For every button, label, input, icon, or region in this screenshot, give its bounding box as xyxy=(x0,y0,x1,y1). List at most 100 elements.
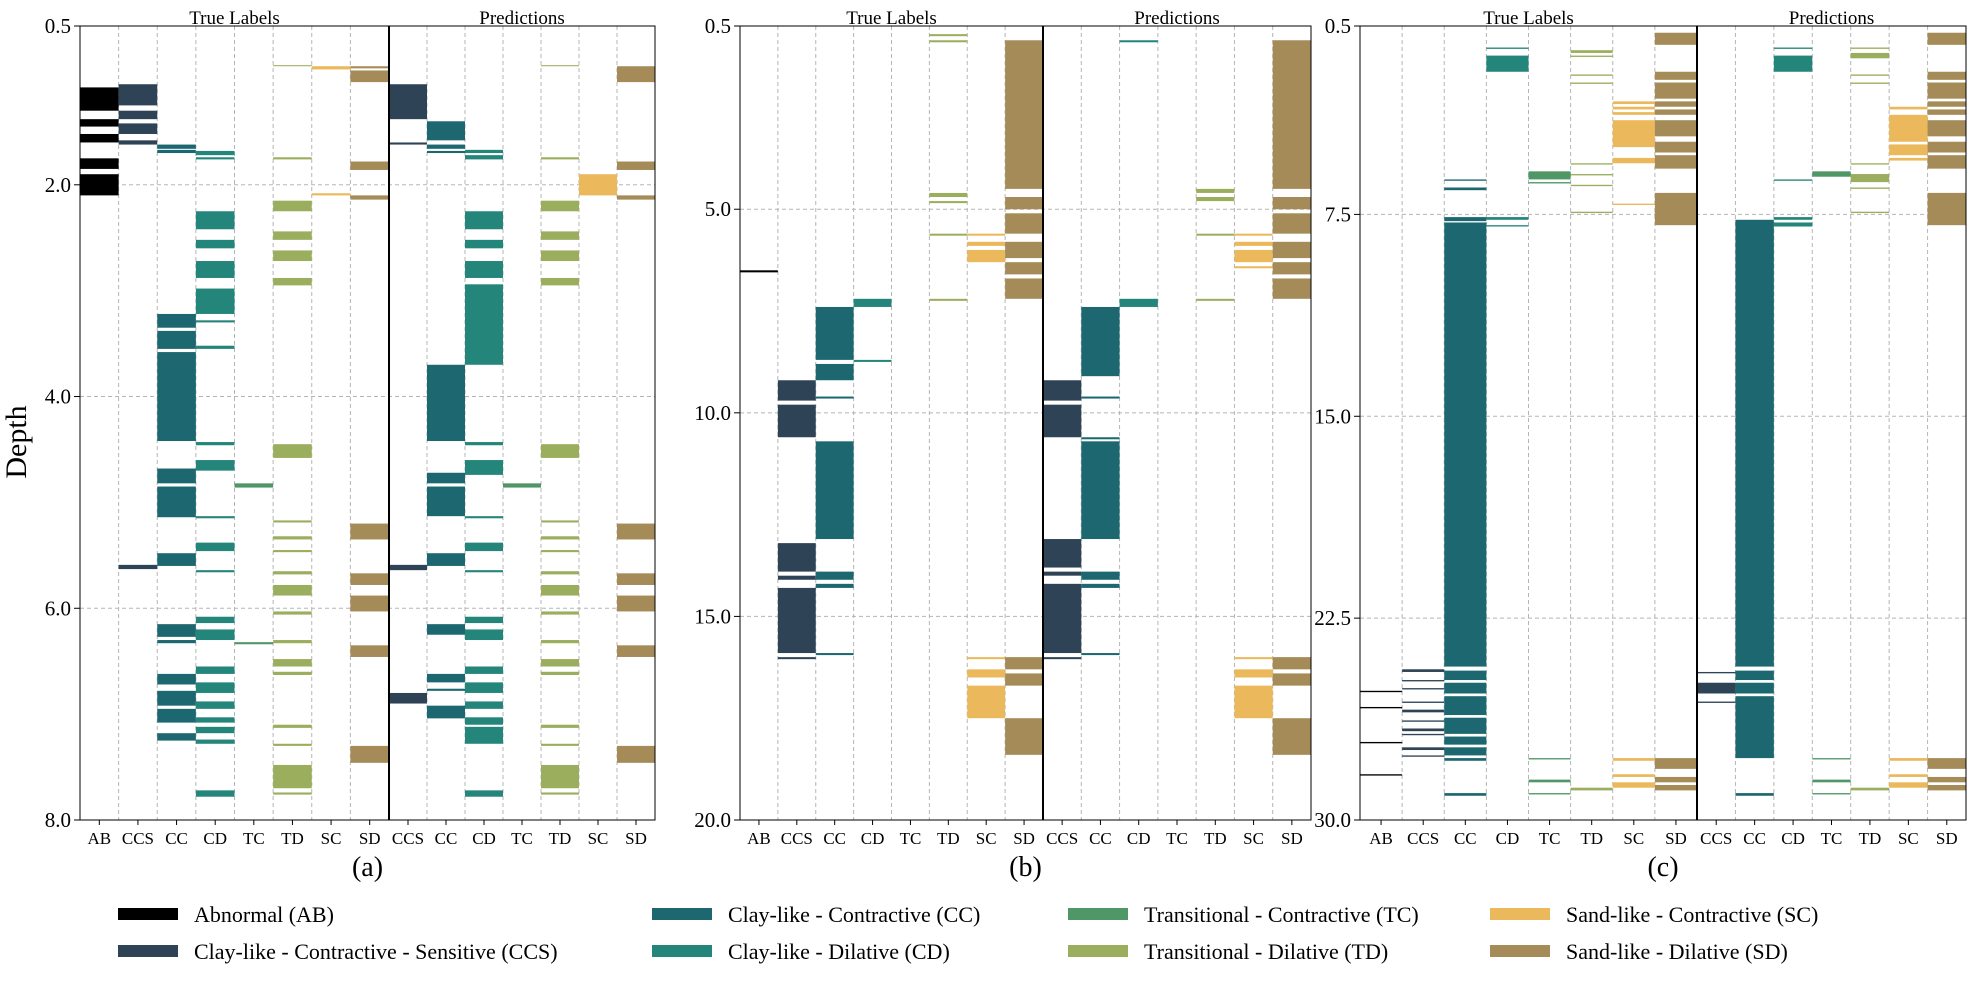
prediction-bar-cd xyxy=(1773,222,1813,227)
true-label-bar-sd xyxy=(1005,657,1043,670)
x-tick-label: CD xyxy=(1496,829,1520,848)
prediction-bar-td xyxy=(541,250,579,262)
true-label-bar-cd xyxy=(195,150,235,156)
prediction-bar-cd xyxy=(465,211,503,230)
true-label-bar-cc xyxy=(1444,670,1487,681)
true-label-bar-ab xyxy=(80,87,119,111)
legend-item-cc: Clay-like - Contractive (CC) xyxy=(652,902,980,927)
legend-item-td: Transitional - Dilative (TD) xyxy=(1068,939,1388,964)
true-label-bar-sd xyxy=(1654,785,1697,791)
x-tick-label: TC xyxy=(511,829,533,848)
true-label-bar-cc xyxy=(157,708,196,723)
prediction-bar-ccs xyxy=(1043,571,1082,576)
x-tick-label: SC xyxy=(1623,829,1644,848)
prediction-bar-sd xyxy=(1927,120,1966,137)
true-label-bar-td xyxy=(929,40,968,43)
prediction-bar-cd xyxy=(465,284,503,365)
x-tick-label: AB xyxy=(88,829,112,848)
true-label-bar-cd xyxy=(195,682,235,693)
prediction-bar-td xyxy=(541,584,579,596)
true-label-bar-cd xyxy=(195,211,235,230)
prediction-bar-cd xyxy=(465,629,503,641)
x-tick-label: SC xyxy=(1243,829,1264,848)
x-tick-label: SC xyxy=(1898,829,1919,848)
prediction-bar-sc xyxy=(1234,241,1273,246)
prediction-bar-cd xyxy=(1773,217,1813,220)
legend-label: Transitional - Contractive (TC) xyxy=(1144,902,1419,927)
prediction-bar-sd xyxy=(617,573,655,585)
true-label-bar-cc xyxy=(157,640,196,644)
true-label-bar-cd xyxy=(195,288,235,314)
prediction-bar-cd xyxy=(465,442,503,446)
x-tick-label: CC xyxy=(823,829,846,848)
true-label-bar-sd xyxy=(1005,673,1043,686)
true-label-bar-sd xyxy=(1654,776,1697,783)
true-label-bar-sd xyxy=(350,595,389,612)
true-label-bar-sd xyxy=(1654,32,1697,45)
true-label-bar-td xyxy=(273,571,312,575)
y-tick-label: 4.0 xyxy=(45,385,71,409)
true-label-bar-sc xyxy=(1612,120,1655,148)
true-label-bar-cc xyxy=(815,653,854,656)
true-label-bar-td xyxy=(929,192,968,198)
true-label-bar-cd xyxy=(195,442,235,446)
prediction-bar-ccs xyxy=(1043,404,1082,438)
prediction-bar-sd xyxy=(617,645,655,657)
true-label-bar-ccs xyxy=(118,110,158,120)
true-label-bar-sd xyxy=(1654,155,1697,169)
prediction-bar-td xyxy=(541,277,579,286)
header-true-labels: True Labels xyxy=(846,8,937,29)
prediction-bar-tc xyxy=(1812,758,1851,760)
true-label-bar-sd xyxy=(1005,278,1043,299)
true-label-bar-sd xyxy=(350,161,389,170)
panel-label: (c) xyxy=(1647,852,1678,883)
prediction-bar-tc xyxy=(1812,171,1851,177)
prediction-bar-sd xyxy=(1927,141,1966,153)
y-tick-label: 20.0 xyxy=(694,808,731,832)
true-label-bar-td xyxy=(273,640,312,644)
true-label-bar-td xyxy=(273,724,312,728)
prediction-bar-cd xyxy=(1773,55,1813,72)
true-label-bar-ab xyxy=(740,270,778,273)
prediction-bar-td xyxy=(541,792,579,795)
true-label-bar-cd xyxy=(195,717,235,723)
prediction-bar-cc xyxy=(1081,306,1120,377)
header-predictions: Predictions xyxy=(1134,8,1220,29)
true-label-bar-td xyxy=(273,444,312,458)
true-label-bar-sd xyxy=(350,523,389,540)
prediction-bar-td xyxy=(1850,47,1890,49)
prediction-bar-td xyxy=(541,571,579,575)
x-tick-label: CCS xyxy=(781,829,813,848)
y-tick-label: 0.5 xyxy=(45,14,71,38)
prediction-bar-sc xyxy=(1889,106,1928,110)
true-label-bar-sc xyxy=(1612,774,1655,777)
prediction-bar-td xyxy=(1850,211,1890,214)
true-label-bar-sc xyxy=(967,249,1006,263)
prediction-bar-cd xyxy=(465,261,503,278)
true-label-bar-sd xyxy=(1005,197,1043,210)
prediction-bar-cc xyxy=(427,673,465,683)
prediction-bar-cd xyxy=(1119,40,1158,43)
legend-item-cd: Clay-like - Dilative (CD) xyxy=(652,939,950,964)
prediction-bar-sd xyxy=(1927,192,1966,226)
true-label-bar-cc xyxy=(815,396,854,399)
true-label-bar-ccs xyxy=(1402,669,1445,672)
y-tick-label: 10.0 xyxy=(694,401,731,425)
true-label-bar-cd xyxy=(195,701,235,709)
true-label-bar-sd xyxy=(350,745,389,763)
x-tick-label: CCS xyxy=(122,829,154,848)
x-tick-label: TC xyxy=(243,829,265,848)
prediction-bar-sd xyxy=(1272,262,1311,275)
prediction-bar-cc xyxy=(1081,441,1120,540)
true-label-bar-sc xyxy=(1612,106,1655,110)
x-tick-label: CD xyxy=(1781,829,1805,848)
true-label-bar-cd xyxy=(195,790,235,797)
prediction-bar-td xyxy=(1850,82,1890,84)
prediction-bar-cd xyxy=(465,616,503,624)
true-label-bar-sd xyxy=(1005,213,1043,234)
true-label-bar-td xyxy=(273,659,312,667)
header-predictions: Predictions xyxy=(1789,8,1875,29)
true-label-bar-sd xyxy=(1654,82,1697,99)
prediction-bar-td xyxy=(541,611,579,615)
true-label-bar-ccs xyxy=(1402,733,1445,736)
